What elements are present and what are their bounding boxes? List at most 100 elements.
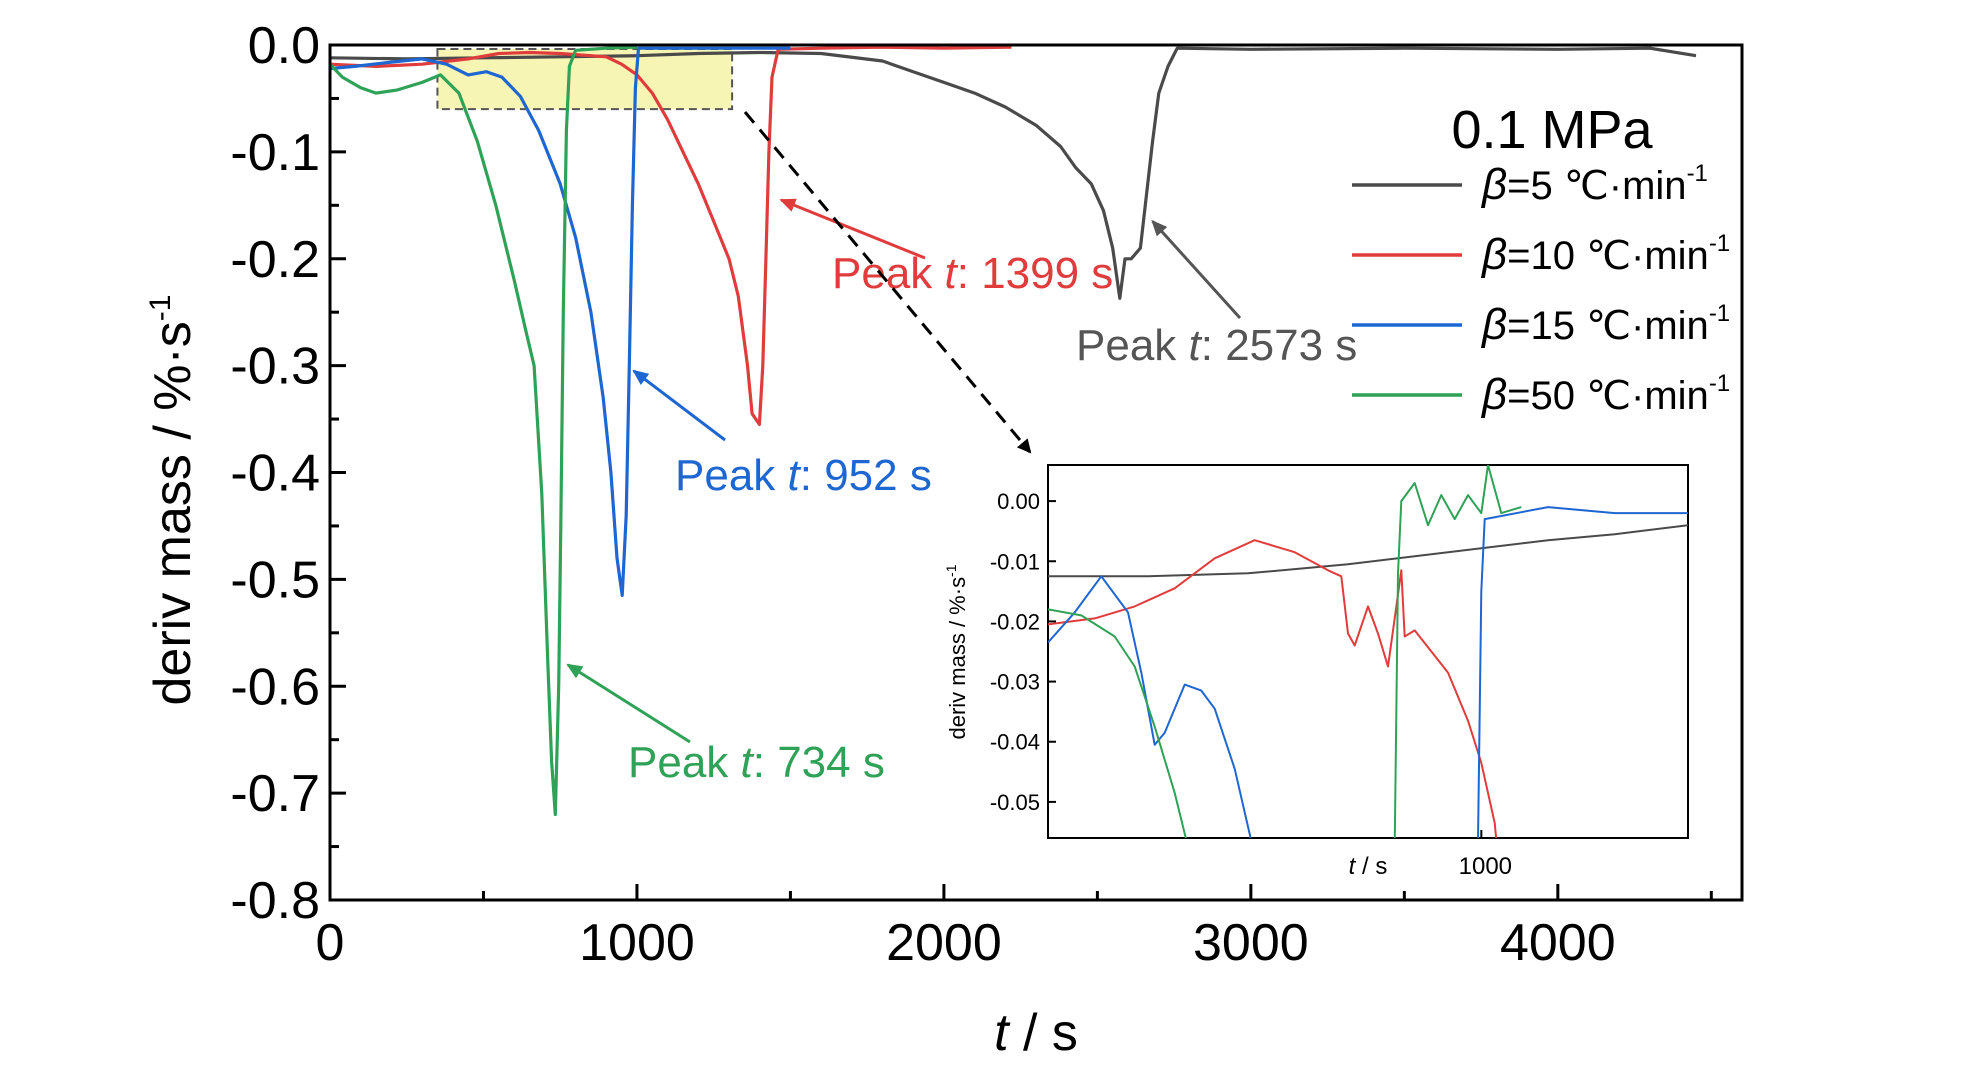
inset-background <box>1047 464 1689 839</box>
x-tick-label: 3000 <box>1193 914 1309 972</box>
peak-label-var: t <box>741 738 755 787</box>
x-tick-label: 1000 <box>579 914 695 972</box>
inset-y-tick-label: 0.00 <box>997 489 1040 514</box>
inset-series-line <box>1048 506 1688 838</box>
inset-series-group <box>1048 465 1688 838</box>
main-axis-ticks: 0 1000 2000 3000 4000 0.0 -0.1 -0.2 -0.3 -0.4 -0.5… <box>230 17 1713 972</box>
inset-y-label-sup: -1 <box>943 564 959 577</box>
series-line-beta-50 <box>330 45 638 817</box>
y-tick-label: -0.3 <box>230 338 320 396</box>
legend-unit-sup: -1 <box>1709 300 1730 327</box>
inset-series-line <box>1048 539 1498 838</box>
legend-value: =50 <box>1507 374 1586 418</box>
peak-label-value: : 2573 s <box>1201 321 1358 370</box>
x-tick-label: 4000 <box>1500 914 1616 972</box>
legend-item: β=10 ℃·min-1 <box>1352 230 1730 279</box>
main-x-label-unit: / s <box>1009 1004 1078 1062</box>
peak-annotation: Peak t: 952 s <box>632 369 932 500</box>
legend-unit-sup: -1 <box>1709 230 1730 257</box>
legend-beta: β <box>1480 370 1507 419</box>
main-y-label-text: deriv mass / %·s <box>144 321 202 705</box>
legend-title: 0.1 MPa <box>1451 100 1653 160</box>
peak-label: Peak t: 734 s <box>628 738 885 787</box>
peak-label-var: t <box>945 249 959 298</box>
series-line-beta-5 <box>330 46 1697 300</box>
peak-label-prefix: Peak <box>1076 321 1189 370</box>
inset-y-axis-label: deriv mass / %·s-1 <box>943 564 970 739</box>
legend-value: =15 <box>1507 304 1586 348</box>
y-tick-label: 0.0 <box>248 17 320 75</box>
peak-arrow <box>566 663 691 744</box>
peak-arrow <box>779 198 926 260</box>
peak-label-prefix: Peak <box>832 249 945 298</box>
inset-y-tick-label: -0.03 <box>990 670 1040 695</box>
main-y-label-sup: -1 <box>144 295 177 322</box>
y-tick-label: -0.2 <box>230 231 320 289</box>
inset-x-axis-label: t / s <box>1349 853 1388 880</box>
legend-unit: ℃·min <box>1564 164 1687 208</box>
legend-label: β=5 ℃·min-1 <box>1480 160 1708 209</box>
peak-label: Peak t: 1399 s <box>832 249 1113 298</box>
peak-annotation: Peak t: 734 s <box>566 663 885 787</box>
inset-y-tick-label: -0.02 <box>990 609 1040 634</box>
peak-label-prefix: Peak <box>675 451 788 500</box>
y-tick-label: -0.1 <box>230 124 320 182</box>
legend-beta: β <box>1480 230 1507 279</box>
inset-y-tick-label: -0.04 <box>990 730 1040 755</box>
legend-label: β=15 ℃·min-1 <box>1480 300 1730 349</box>
y-tick-label: -0.4 <box>230 445 320 503</box>
inset-y-label-text: deriv mass / %·s <box>945 577 970 740</box>
peak-annotation: Peak t: 2573 s <box>1076 219 1357 370</box>
y-tick-label: -0.8 <box>230 872 320 930</box>
legend-item: β=5 ℃·min-1 <box>1352 160 1708 209</box>
peak-label: Peak t: 952 s <box>675 451 932 500</box>
inset-chart: 0.00 -0.01 -0.02 -0.03 -0.04 -0.05 1000 deriv … <box>943 464 1689 880</box>
legend-value: =5 <box>1507 164 1564 208</box>
peak-label-value: : 1399 s <box>957 249 1114 298</box>
legend-unit: ℃·min <box>1586 374 1709 418</box>
peak-label-prefix: Peak <box>628 738 741 787</box>
peak-label-var: t <box>1189 321 1203 370</box>
legend-unit: ℃·min <box>1586 234 1709 278</box>
inset-x-label-var: t <box>1349 853 1357 880</box>
main-x-label-var: t <box>994 1004 1011 1062</box>
peak-arrow <box>632 369 726 442</box>
inset-axis-ticks: 0.00 -0.01 -0.02 -0.03 -0.04 -0.05 1000 <box>990 489 1512 880</box>
legend-item: β=50 ℃·min-1 <box>1352 370 1730 419</box>
y-tick-label: -0.6 <box>230 658 320 716</box>
peak-annotation: Peak t: 1399 s <box>779 198 1113 298</box>
legend-beta: β <box>1480 300 1507 349</box>
inset-y-tick-label: -0.01 <box>990 549 1040 574</box>
y-tick-label: -0.7 <box>230 765 320 823</box>
legend: β=5 ℃·min-1β=10 ℃·min-1β=15 ℃·min-1β=50 … <box>1352 160 1730 419</box>
legend-beta: β <box>1480 160 1507 209</box>
peak-label-value: : 952 s <box>800 451 932 500</box>
legend-label: β=10 ℃·min-1 <box>1480 230 1730 279</box>
peak-label-value: : 734 s <box>753 738 885 787</box>
legend-item: β=15 ℃·min-1 <box>1352 300 1730 349</box>
x-tick-label: 0 <box>316 914 345 972</box>
series-line-beta-15 <box>330 46 791 597</box>
inset-y-tick-label: -0.05 <box>990 790 1040 815</box>
legend-value: =10 <box>1507 234 1586 278</box>
legend-unit: ℃·min <box>1586 304 1709 348</box>
zoom-arrow <box>743 111 1032 454</box>
x-tick-label: 2000 <box>886 914 1002 972</box>
main-series-group <box>330 45 1697 817</box>
main-x-axis-label: t / s <box>994 1004 1078 1062</box>
peak-label: Peak t: 2573 s <box>1076 321 1357 370</box>
legend-unit-sup: -1 <box>1687 160 1708 187</box>
inset-x-label-unit: / s <box>1355 853 1387 880</box>
peak-label-var: t <box>788 451 802 500</box>
peak-arrow <box>1151 219 1242 320</box>
legend-unit-sup: -1 <box>1709 370 1730 397</box>
y-tick-label: -0.5 <box>230 551 320 609</box>
main-y-axis-label: deriv mass / %·s-1 <box>144 295 202 706</box>
legend-label: β=50 ℃·min-1 <box>1480 370 1730 419</box>
series-line-beta-10 <box>330 45 1012 426</box>
inset-series-line <box>1048 465 1522 838</box>
inset-x-tick-label: 1000 <box>1459 853 1512 880</box>
